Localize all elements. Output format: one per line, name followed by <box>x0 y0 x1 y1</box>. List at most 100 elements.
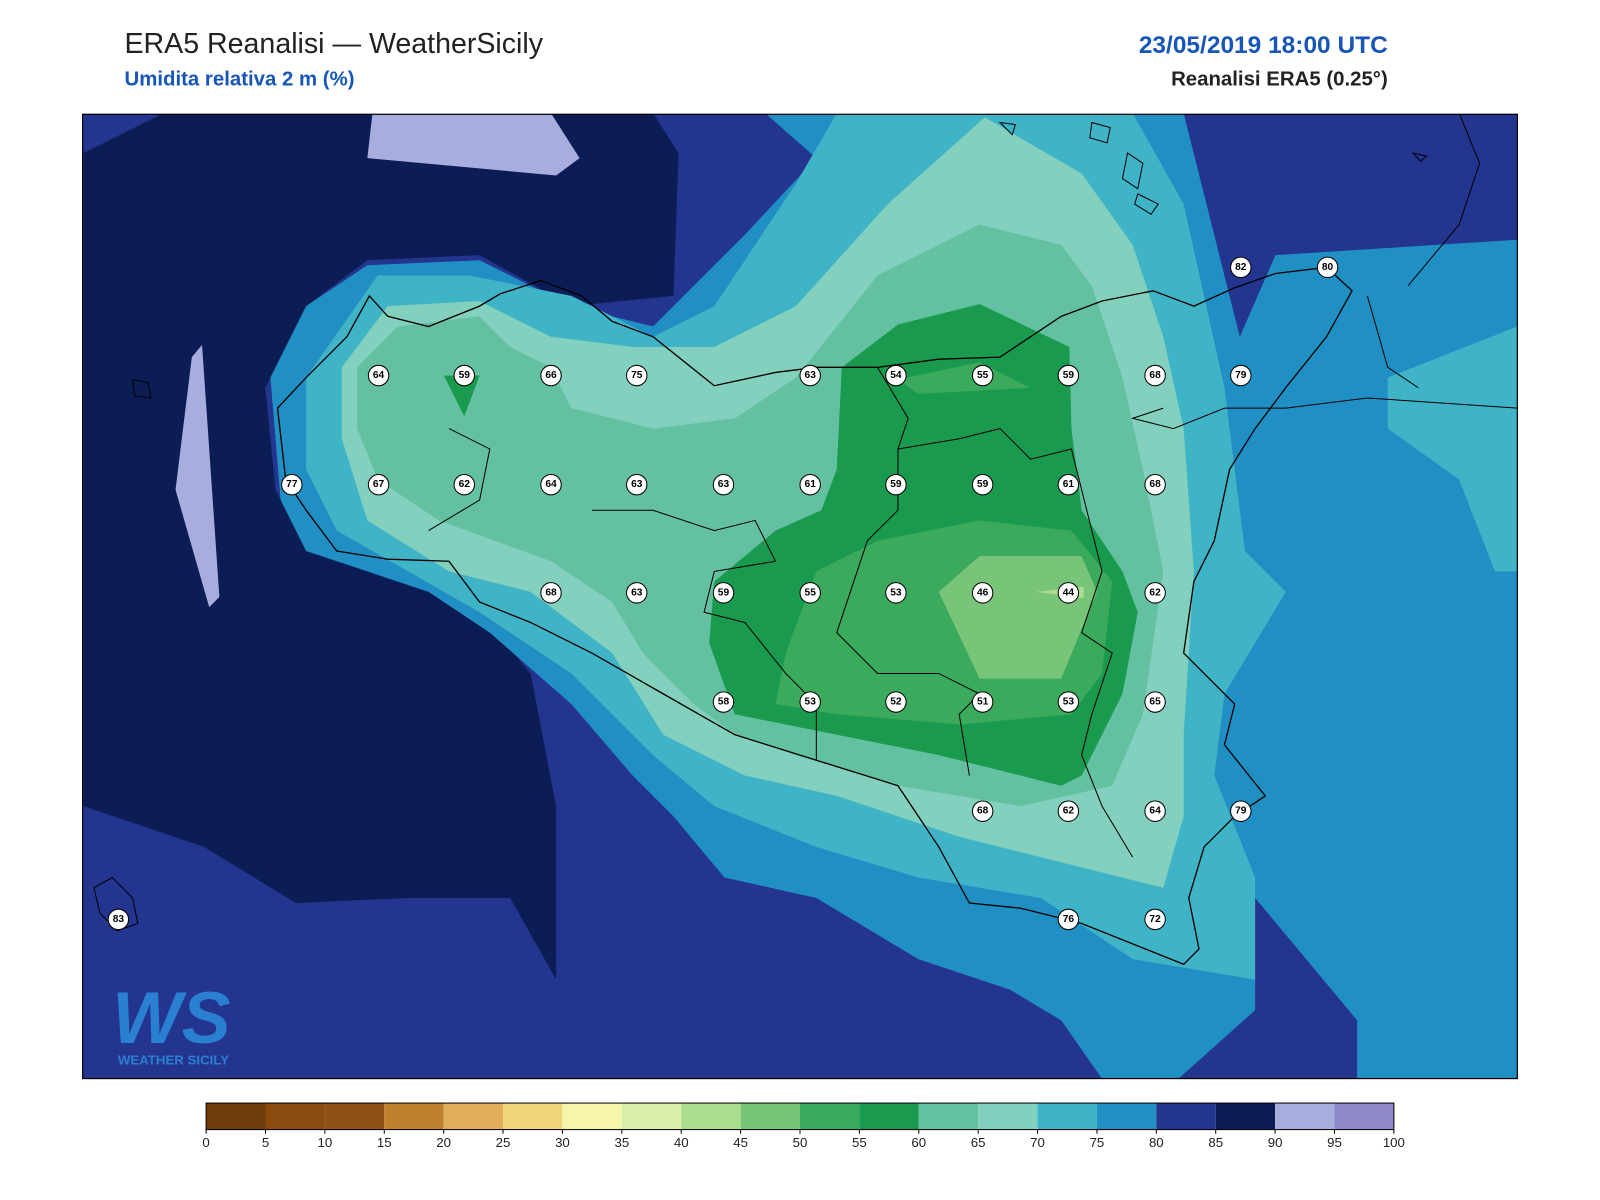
colorbar-tick-label: 80 <box>1149 1135 1164 1150</box>
station-value: 54 <box>890 370 902 381</box>
colorbar-tick-label: 35 <box>614 1135 629 1150</box>
contour <box>1387 326 1518 572</box>
station-marker <box>1057 908 1080 931</box>
station-value: 55 <box>977 370 989 381</box>
station-value: 61 <box>1063 479 1075 490</box>
station-marker <box>1057 364 1080 387</box>
station-marker <box>540 473 562 496</box>
colorbar-tick-label: 50 <box>793 1135 808 1150</box>
station-value: 76 <box>1063 914 1075 925</box>
station-value: 68 <box>545 587 557 598</box>
station-value: 64 <box>545 479 557 490</box>
contour <box>367 114 580 176</box>
station-value: 64 <box>373 370 385 381</box>
station-value: 59 <box>459 370 471 381</box>
station-value: 52 <box>890 697 902 708</box>
station-value: 83 <box>113 914 125 925</box>
station-marker <box>1144 364 1166 387</box>
station-marker <box>712 691 735 713</box>
islands <box>93 121 1428 932</box>
station-value: 53 <box>890 587 902 598</box>
colorbar-segment <box>740 1103 800 1130</box>
station-value: 66 <box>545 370 557 381</box>
station-marker <box>712 473 735 496</box>
colorbar-segment <box>265 1103 325 1130</box>
station-value: 62 <box>459 479 471 490</box>
colorbar-tick-label: 95 <box>1327 1135 1342 1150</box>
colorbar-segment <box>1156 1103 1216 1130</box>
station-value: 51 <box>977 697 989 708</box>
station-value: 59 <box>718 587 730 598</box>
logo-text: WEATHER SICILY <box>118 1052 229 1067</box>
colorbar-segment <box>503 1103 563 1130</box>
station-value: 46 <box>977 587 989 598</box>
station-value: 72 <box>1149 914 1161 925</box>
station-value: 59 <box>977 479 989 490</box>
station-marker <box>885 364 907 387</box>
station-value: 61 <box>805 479 817 490</box>
station-value: 63 <box>631 479 643 490</box>
colorbar-segment <box>800 1103 860 1130</box>
station-marker <box>799 691 821 713</box>
station-marker <box>1316 256 1339 279</box>
station-marker <box>1230 256 1252 279</box>
colorbar-tick-label: 45 <box>733 1135 748 1150</box>
colorbar-segment <box>1037 1103 1097 1130</box>
station-marker <box>1057 582 1080 604</box>
borders <box>428 114 1518 858</box>
station-marker <box>1057 691 1080 713</box>
station-marker <box>626 473 648 496</box>
station-value: 64 <box>1149 806 1161 817</box>
contour <box>83 114 679 980</box>
source: Reanalisi ERA5 (0.25°) <box>1171 69 1388 91</box>
colorbar-tick-label: 65 <box>971 1135 986 1150</box>
station-value: 68 <box>1149 479 1161 490</box>
station-value: 80 <box>1322 262 1334 273</box>
station-marker <box>1230 800 1252 822</box>
station-marker <box>1057 473 1080 496</box>
station-value: 63 <box>718 479 730 490</box>
colorbar-tick-label: 90 <box>1268 1135 1283 1150</box>
station-marker <box>799 364 821 387</box>
station-value: 79 <box>1235 806 1247 817</box>
station-value: 62 <box>1063 806 1075 817</box>
station-marker <box>626 582 648 604</box>
stations: 64 59 66 75 63 54 55 59 68 79 82 80 77 67 62 64 63 63 61 59… <box>107 256 1339 931</box>
plot-frame <box>82 113 1518 1080</box>
logo-letters: WS <box>112 976 230 1059</box>
station-marker <box>453 473 475 496</box>
colorbar-tick-label: 5 <box>262 1135 269 1150</box>
station-value: 59 <box>1063 370 1075 381</box>
station-value: 68 <box>977 806 989 817</box>
colorbar-tick-label: 100 <box>1383 1135 1405 1150</box>
station-marker <box>367 364 390 387</box>
colorbar-tick-label: 20 <box>436 1135 451 1150</box>
station-marker <box>885 582 907 604</box>
station-marker <box>540 364 562 387</box>
colorbar-tick-label: 10 <box>318 1135 333 1150</box>
coastline <box>276 266 1353 966</box>
station-marker <box>712 582 735 604</box>
station-value: 68 <box>1149 370 1161 381</box>
station-value: 55 <box>805 587 817 598</box>
colorbar-segment <box>1334 1103 1394 1130</box>
colorbar-segment <box>443 1103 504 1130</box>
station-value: 63 <box>805 370 817 381</box>
station-marker <box>1144 908 1166 931</box>
colorbar-tick-label: 0 <box>202 1135 209 1150</box>
station-marker <box>540 582 562 604</box>
colorbar-segment <box>562 1103 622 1130</box>
colorbar-segment <box>1275 1103 1335 1130</box>
colorbar-tick-label: 15 <box>377 1135 392 1150</box>
station-value: 79 <box>1235 370 1247 381</box>
station-value: 82 <box>1235 262 1247 273</box>
station-marker <box>1144 582 1166 604</box>
colorbar-segment <box>1096 1103 1157 1130</box>
station-value: 44 <box>1063 587 1075 598</box>
colorbar-segment <box>206 1103 266 1130</box>
station-value: 63 <box>631 587 643 598</box>
station-marker <box>971 582 994 604</box>
station-marker <box>1144 473 1166 496</box>
